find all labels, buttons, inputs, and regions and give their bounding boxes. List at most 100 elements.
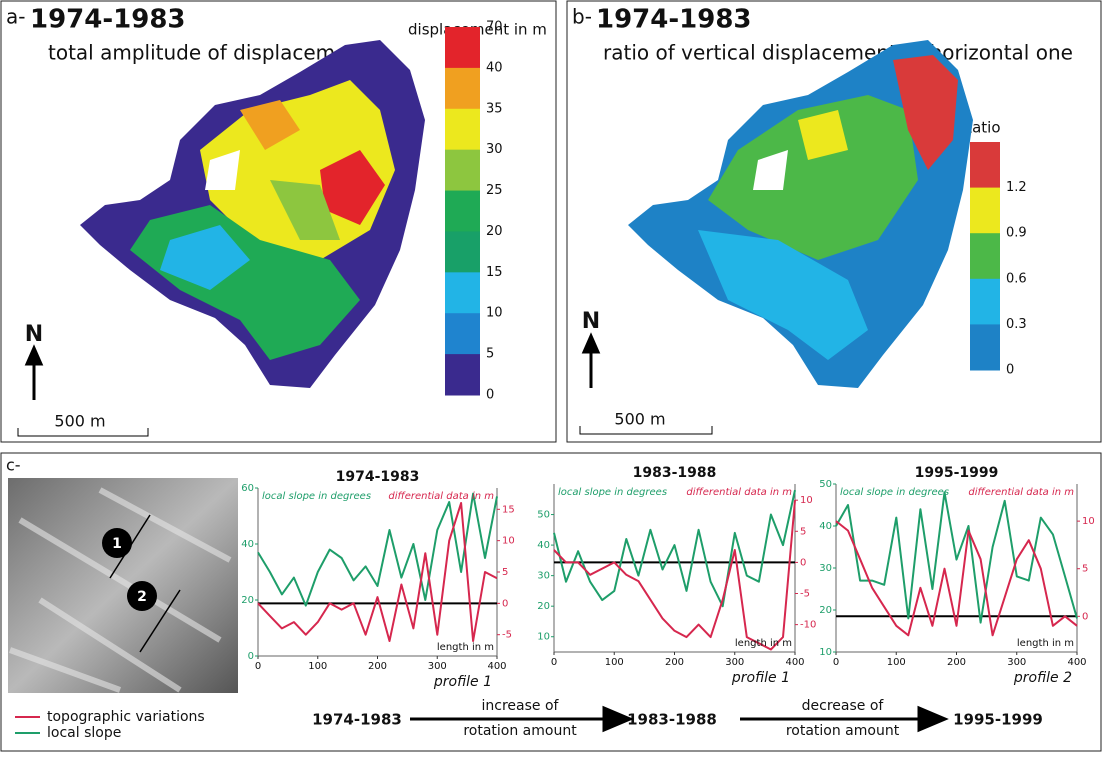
panel-frame [0, 0, 557, 443]
scale-bar [17, 428, 149, 437]
colorbar-bin [445, 272, 480, 314]
flow-arrow-label: rotation amount [463, 723, 577, 739]
scale-label: 500 m [614, 410, 665, 429]
flow-arrow-label: increase of [482, 698, 560, 714]
y2-tick-label: 10 [1082, 516, 1095, 527]
colorbar-bin [445, 27, 480, 69]
flow-arrow-label: rotation amount [786, 723, 900, 739]
y-tick-label: 20 [819, 605, 832, 616]
x-tick-label: 100 [308, 661, 327, 672]
panel-period: 1974-1983 [30, 5, 186, 35]
y2-tick-label: 15 [502, 504, 515, 515]
x-tick-label: 300 [1007, 657, 1026, 668]
colorbar-bin [445, 67, 480, 110]
panel-letter: b- [572, 5, 592, 29]
colorbar: 70 40 35 30 25 20 15 10 5 0 [445, 20, 503, 403]
x-tick-label: 200 [665, 657, 684, 668]
panel-letter: c- [6, 456, 21, 475]
colorbar-bin [970, 278, 1000, 325]
y2-tick-label: -10 [800, 620, 816, 631]
flow-arrow [410, 705, 634, 733]
y-tick-label: 40 [241, 539, 254, 550]
flow-arrow-label: decrease of [802, 698, 885, 714]
panel-title: ratio of vertical displacement to horizo… [603, 41, 1073, 65]
y-axis-label: local slope in degrees [262, 491, 371, 502]
series-line [835, 491, 1078, 624]
profile-label: profile 1 [731, 670, 790, 686]
y2-tick-label: 5 [1082, 564, 1088, 575]
series-line [553, 500, 796, 651]
colorbar-bin [445, 190, 480, 232]
colorbar-label: 1.2 [1006, 180, 1027, 195]
colorbar-label: 0.3 [1006, 317, 1027, 332]
chart-title: 1983-1988 [633, 465, 717, 481]
colorbar-bin [445, 149, 480, 192]
profile-label: profile 2 [1013, 670, 1072, 686]
map [80, 40, 425, 388]
colorbar-bin [970, 233, 1000, 280]
y2-axis-label: differential data in m [388, 491, 494, 502]
flow-arrow [740, 705, 949, 733]
colorbar-label: 35 [486, 101, 503, 116]
y2-tick-label: 10 [800, 495, 813, 506]
y-tick-label: 30 [819, 563, 832, 574]
x-axis-label: length in m [1017, 638, 1074, 649]
x-tick-label: 400 [1067, 657, 1086, 668]
y2-axis-label: differential data in m [686, 487, 792, 498]
colorbar-label: 40 [486, 60, 503, 75]
colorbar-label: 0 [486, 388, 494, 403]
x-axis-label: length in m [735, 638, 792, 649]
colorbar-bin [445, 108, 480, 151]
y-tick-label: 50 [537, 510, 550, 521]
flow: 1974-1983 1983-1988 1995-1999 increase of ro… [312, 698, 1043, 739]
legend-label: topographic variations [47, 709, 205, 725]
x-tick-label: 200 [947, 657, 966, 668]
panel-frame [0, 452, 1102, 752]
colorbar-bin [970, 324, 1000, 371]
colorbar-label: 0.9 [1006, 226, 1027, 241]
y2-tick-label: 0 [502, 598, 508, 609]
colorbar-label: 10 [486, 306, 503, 321]
chart-title: 1995-1999 [915, 465, 999, 481]
x-tick-label: 0 [551, 657, 557, 668]
photo-marker: 2 [137, 589, 147, 605]
colorbar-label: 15 [486, 265, 503, 280]
scale-label: 500 m [54, 412, 105, 431]
y-tick-label: 40 [819, 521, 832, 532]
flow-period: 1995-1999 [953, 711, 1043, 729]
flow-period: 1983-1988 [627, 711, 717, 729]
map [628, 40, 973, 388]
y2-tick-label: 5 [502, 567, 508, 578]
chart-title: 1974-1983 [336, 469, 420, 485]
x-axis-label: length in m [437, 642, 494, 653]
series-line [257, 492, 498, 607]
north-arrow [24, 344, 44, 400]
y-axis-label: local slope in degrees [840, 487, 949, 498]
colorbar-label: 30 [486, 142, 503, 157]
y-tick-label: 20 [241, 595, 254, 606]
flow-period: 1974-1983 [312, 711, 402, 729]
legend-label: local slope [47, 725, 121, 741]
y2-tick-label: 0 [1082, 611, 1088, 622]
series-line [835, 520, 1078, 637]
y2-tick-label: 0 [800, 557, 806, 568]
y-tick-label: 40 [537, 540, 550, 551]
profile-label: profile 1 [433, 674, 492, 690]
colorbar-bin [445, 313, 480, 355]
y-tick-label: 0 [248, 651, 254, 662]
photo-marker: 1 [112, 536, 122, 552]
colorbar-label: 0 [1006, 363, 1014, 378]
series-line [553, 489, 796, 608]
panel-letter: a- [6, 5, 25, 29]
colorbar-bin [970, 142, 1000, 189]
y2-axis-label: differential data in m [968, 487, 1074, 498]
photo [8, 478, 238, 693]
y2-tick-label: 10 [502, 536, 515, 547]
y-tick-label: 20 [537, 601, 550, 612]
y2-tick-label: -5 [800, 589, 810, 600]
y-tick-label: 50 [819, 479, 832, 490]
north-label: N [25, 322, 43, 347]
